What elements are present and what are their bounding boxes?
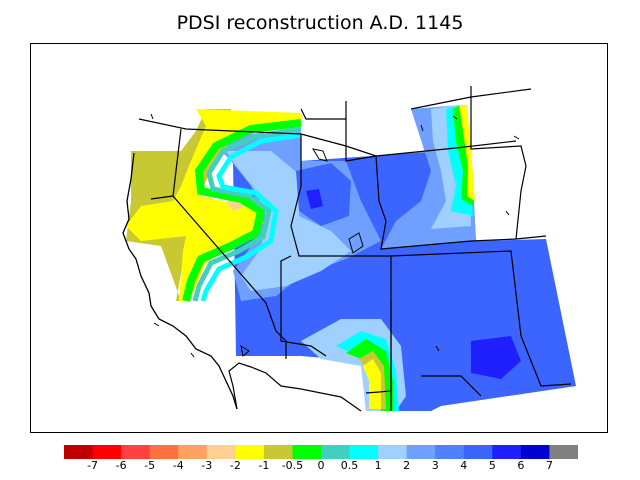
legend-tick-label: -7 <box>87 459 99 472</box>
band-west-teal <box>192 126 302 302</box>
legend-tick-label: -5 <box>144 459 156 472</box>
gulf-coastline <box>228 362 362 412</box>
region-arizona-yellow <box>363 359 381 409</box>
legend-tick-label: -0.5 <box>281 459 304 472</box>
legend-swatch <box>463 445 493 459</box>
map-title: PDSI reconstruction A.D. 1145 <box>176 12 464 34</box>
legend-tick-label: 0.5 <box>340 459 359 472</box>
lakes <box>150 113 520 358</box>
legend-swatch <box>121 445 151 459</box>
legend-swatch <box>92 445 122 459</box>
legend-swatch <box>263 445 293 459</box>
legend-tick-label: 2 <box>403 459 411 472</box>
legend-swatch <box>378 445 408 459</box>
region-montana-yellow <box>459 105 475 201</box>
legend-tick-label: 3 <box>431 459 439 472</box>
legend-tick-label: -4 <box>172 459 184 472</box>
color-legend <box>64 445 578 459</box>
pdsi-map <box>122 86 576 412</box>
legend-bar <box>64 445 578 459</box>
legend-swatch <box>520 445 550 459</box>
legend-swatch <box>235 445 265 459</box>
legend-swatch <box>206 445 236 459</box>
legend-tick-label: 6 <box>517 459 525 472</box>
legend-tick-label: -3 <box>201 459 213 472</box>
legend-swatch <box>178 445 208 459</box>
legend-tick-label: 4 <box>460 459 468 472</box>
legend-tick-label: -2 <box>229 459 241 472</box>
state-borders <box>150 86 572 411</box>
band-west-cyan <box>200 132 302 302</box>
legend-tick-label: 7 <box>545 459 553 472</box>
legend-tick-label: -1 <box>258 459 270 472</box>
region-northwest-yellow <box>126 109 301 301</box>
region-newmexico-deep <box>471 336 521 379</box>
legend-swatch <box>149 445 179 459</box>
legend-tick-label: -6 <box>115 459 127 472</box>
legend-swatch <box>321 445 351 459</box>
legend-tick-label: 1 <box>374 459 382 472</box>
coastline <box>122 152 238 410</box>
legend-swatch <box>549 445 578 459</box>
region-idaho-deep <box>296 163 351 226</box>
legend-swatch <box>349 445 379 459</box>
map-frame <box>30 43 608 433</box>
legend-swatch <box>435 445 465 459</box>
region-idaho-core <box>306 189 323 209</box>
legend-tick-label: 0 <box>317 459 325 472</box>
legend-swatch <box>492 445 522 459</box>
band-west-green <box>182 119 302 302</box>
legend-swatch <box>64 445 94 459</box>
legend-tick-label: 5 <box>488 459 496 472</box>
legend-swatch <box>406 445 436 459</box>
legend-swatch <box>292 445 322 459</box>
